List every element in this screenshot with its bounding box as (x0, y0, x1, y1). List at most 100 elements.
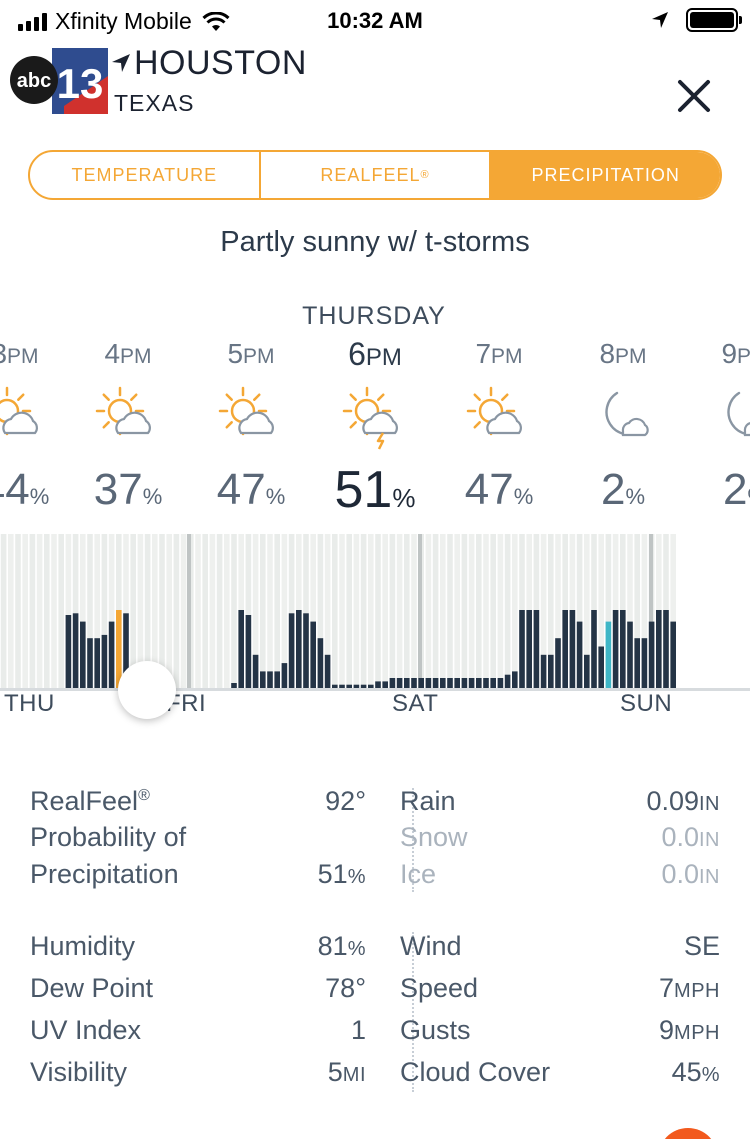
chart-background-stripe (375, 534, 381, 688)
chart-background-stripe (598, 534, 604, 688)
chart-bar (332, 684, 338, 688)
hour-item-current[interactable]: 6PM 51% (320, 334, 430, 520)
chart-bar (252, 654, 259, 688)
condition-text: Partly sunny w/ t-storms (220, 226, 530, 258)
chart-background-stripe (389, 534, 396, 688)
chart-bar (476, 678, 482, 688)
chart-background-stripe (231, 534, 237, 688)
chart-bar (382, 681, 388, 688)
chart-background-stripe (173, 534, 180, 688)
chart-bar (274, 671, 280, 688)
chart-background-stripe (0, 534, 7, 688)
chart-background-stripe (274, 534, 280, 688)
partly-sunny-tstorm-icon (320, 374, 430, 458)
chart-background-stripe (425, 534, 432, 688)
chart-bar (375, 681, 381, 688)
selected-day-label: THURSDAY (302, 302, 446, 330)
chart-bar (461, 678, 468, 688)
chart-bar (627, 621, 633, 688)
signal-icon (18, 12, 47, 31)
chart-background-stripe (555, 534, 561, 688)
chart-bar (80, 621, 86, 688)
chart-background-stripe (130, 534, 136, 688)
chart-background-stripe (44, 534, 50, 688)
chart-background-stripe (641, 534, 648, 688)
wifi-icon (202, 11, 230, 31)
chart-background-stripe (195, 534, 201, 688)
chart-background-stripe (15, 534, 21, 688)
partly-sunny-icon (0, 374, 70, 458)
chart-background-stripe (584, 534, 590, 688)
hour-item[interactable]: 4PM 37% (73, 334, 183, 520)
chart-bar (591, 610, 597, 688)
chart-bar (108, 621, 115, 688)
chart-bar (497, 678, 504, 688)
status-bar: Xfinity Mobile 10:32 AM (0, 0, 750, 40)
hour-item[interactable]: 7PM 47% (444, 334, 554, 520)
svg-text:abc: abc (17, 70, 51, 92)
chart-background-stripe (461, 534, 468, 688)
chart-background-stripe (468, 534, 475, 688)
day-divider-line (649, 534, 653, 688)
chart-background-stripe (576, 534, 583, 688)
precipitation-chart[interactable]: THU FRI SAT SUN (0, 530, 750, 730)
chart-background-stripe (159, 534, 165, 688)
chart-background-stripe (72, 534, 79, 688)
tab-temperature[interactable]: TEMPERATURE (71, 164, 218, 185)
chart-background-stripe (411, 534, 417, 688)
chart-background-stripe (368, 534, 374, 688)
abc13-logo: abc 13 (10, 48, 108, 114)
chart-bar (310, 621, 316, 688)
tab-realfeel[interactable]: REALFEEL ® (258, 152, 490, 198)
day-label-sat: SAT (392, 690, 439, 717)
chart-bar (72, 613, 79, 688)
chart-background-stripe (317, 534, 324, 688)
chart-bar (656, 610, 662, 688)
chart-background-stripe (51, 534, 57, 688)
chart-background-stripe (310, 534, 316, 688)
chart-background-stripe (65, 534, 72, 688)
chart-background-stripe (8, 534, 14, 688)
partly-sunny-icon (73, 374, 183, 458)
chart-background-stripe (288, 534, 295, 688)
carrier-name: Xfinity Mobile (55, 8, 192, 34)
chart-bar (612, 610, 619, 688)
chart-bar (231, 683, 237, 688)
chart-background-stripe (447, 534, 453, 688)
chart-bar (512, 671, 518, 688)
chart-background-stripe (29, 534, 36, 688)
hour-item[interactable]: 8PM 2% (568, 334, 678, 520)
chart-background-stripe (483, 534, 489, 688)
chart-background-stripe (346, 534, 352, 688)
hour-item[interactable]: 5PM 47% (196, 334, 306, 520)
chart-background-stripe (123, 534, 129, 688)
chart-background-stripe (497, 534, 504, 688)
chart-background-stripe (404, 534, 410, 688)
chart-bar (353, 684, 360, 688)
floating-action-button[interactable] (658, 1128, 718, 1139)
chart-bar (411, 678, 417, 688)
chart-background-stripe (382, 534, 388, 688)
chart-background-stripe (353, 534, 360, 688)
close-icon[interactable] (672, 74, 716, 118)
city-name: HOUSTON (134, 44, 307, 82)
chart-background-stripe (267, 534, 273, 688)
chart-bar (598, 646, 604, 688)
hour-item[interactable]: 3PM 44% (0, 334, 70, 520)
chart-background-stripe (504, 534, 511, 688)
hour-item[interactable]: 9PM 2% (690, 334, 750, 520)
chart-bar (490, 678, 496, 688)
chart-bar (339, 684, 345, 688)
partly-sunny-icon (196, 374, 306, 458)
chart-bar (87, 638, 93, 688)
chart-bar (670, 621, 676, 688)
chart-bar (526, 610, 532, 688)
chart-bar (360, 684, 367, 688)
chart-bar (260, 671, 266, 688)
chart-background-stripe (324, 534, 331, 688)
chart-scrubber-handle[interactable] (118, 661, 176, 719)
tab-precipitation[interactable]: PRECIPITATION (489, 152, 720, 198)
chart-background-stripe (180, 534, 187, 688)
partly-sunny-icon (444, 374, 554, 458)
details-divider (412, 788, 414, 892)
